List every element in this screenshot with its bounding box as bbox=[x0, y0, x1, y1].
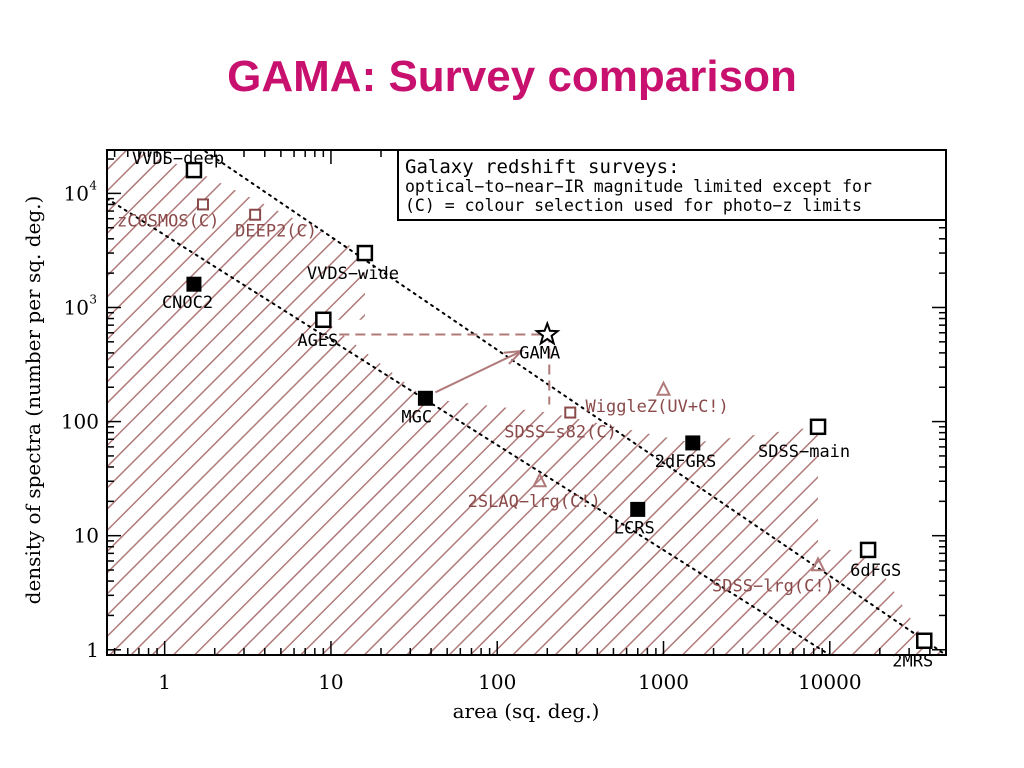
point-label: SDSS−s82(C) bbox=[504, 423, 617, 443]
triangle-marker bbox=[810, 556, 826, 572]
triangle-marker bbox=[532, 472, 548, 488]
point-label: 2MRS bbox=[892, 652, 933, 672]
open-square-marker bbox=[859, 541, 877, 559]
point-label: VVDS−deep bbox=[132, 149, 224, 169]
y-tick-label: 10 bbox=[74, 524, 99, 548]
colour-selected-marker bbox=[564, 406, 577, 419]
legend-line: (C) = colour selection used for photo−z … bbox=[405, 196, 862, 215]
filled-square-marker bbox=[685, 435, 701, 451]
open-square-marker bbox=[356, 244, 374, 262]
hatch-area bbox=[107, 150, 946, 655]
point-label: SDSS−main bbox=[758, 442, 850, 462]
slide-title: GAMA: Survey comparison bbox=[227, 52, 797, 101]
filled-square-marker bbox=[630, 501, 646, 517]
arrow-shaft bbox=[434, 350, 522, 394]
survey-points: VVDS−deep VVDS−wide AGES SDSS−main 6dFGS 2MRS… bbox=[117, 149, 933, 672]
y-tick-exponent: 4 bbox=[89, 178, 97, 192]
legend-line: optical−to−near−IR magnitude limited exc… bbox=[405, 177, 872, 196]
triangle-marker bbox=[655, 380, 672, 396]
hatched-region bbox=[107, 150, 946, 655]
arrow-head bbox=[503, 349, 525, 365]
point-label: SDSS−lrg(C!) bbox=[712, 576, 835, 596]
open-square-marker bbox=[185, 161, 203, 179]
x-tick-label: 1000 bbox=[638, 670, 689, 694]
point-label: 6dFGS bbox=[850, 561, 901, 581]
x-tick-label: 100 bbox=[478, 670, 516, 694]
filled-square-marker bbox=[417, 390, 433, 406]
point-label: MGC bbox=[401, 407, 432, 427]
y-tick-exponent: 3 bbox=[89, 292, 97, 306]
point-label: zCOSMOS(C) bbox=[117, 211, 219, 231]
point-label: GAMA bbox=[519, 343, 560, 363]
reference-line-1 bbox=[201, 150, 946, 655]
x-tick-label: 1 bbox=[158, 670, 171, 694]
x-axis-label: area (sq. deg.) bbox=[453, 699, 600, 723]
y-axis-label: density of spectra (number per sq. deg.) bbox=[21, 196, 45, 605]
point-label: 2dFGRS bbox=[655, 452, 716, 472]
point-label: DEEP2(C) bbox=[235, 222, 317, 242]
x-tick-label: 10 bbox=[318, 670, 343, 694]
y-tick-label: 1 bbox=[86, 638, 99, 662]
legend-box bbox=[397, 149, 947, 221]
colour-selected-marker bbox=[196, 198, 209, 211]
point-label: VVDS−wide bbox=[307, 264, 399, 284]
point-label: 2SLAQ−lrg(C!) bbox=[468, 492, 601, 512]
point-label: AGES bbox=[297, 331, 338, 351]
legend: Galaxy redshift surveys:optical−to−near−… bbox=[397, 149, 947, 221]
star-marker bbox=[534, 320, 561, 346]
open-square-marker bbox=[916, 632, 933, 649]
colour-selected-marker bbox=[249, 208, 262, 221]
x-tick-label: 10000 bbox=[798, 670, 862, 694]
open-square-marker bbox=[315, 311, 332, 329]
reference-line-2 bbox=[107, 197, 831, 655]
open-square-marker bbox=[809, 418, 827, 436]
legend-line: Galaxy redshift surveys: bbox=[405, 156, 680, 178]
y-tick-label: 10 bbox=[64, 181, 89, 205]
filled-square-marker bbox=[186, 276, 202, 292]
point-label: CNOC2 bbox=[162, 293, 213, 313]
point-label: LCRS bbox=[614, 518, 655, 538]
y-tick-label: 10 bbox=[64, 295, 89, 319]
y-tick-label: 100 bbox=[61, 410, 99, 434]
point-label: WiggleZ(UV+C!) bbox=[585, 397, 728, 417]
